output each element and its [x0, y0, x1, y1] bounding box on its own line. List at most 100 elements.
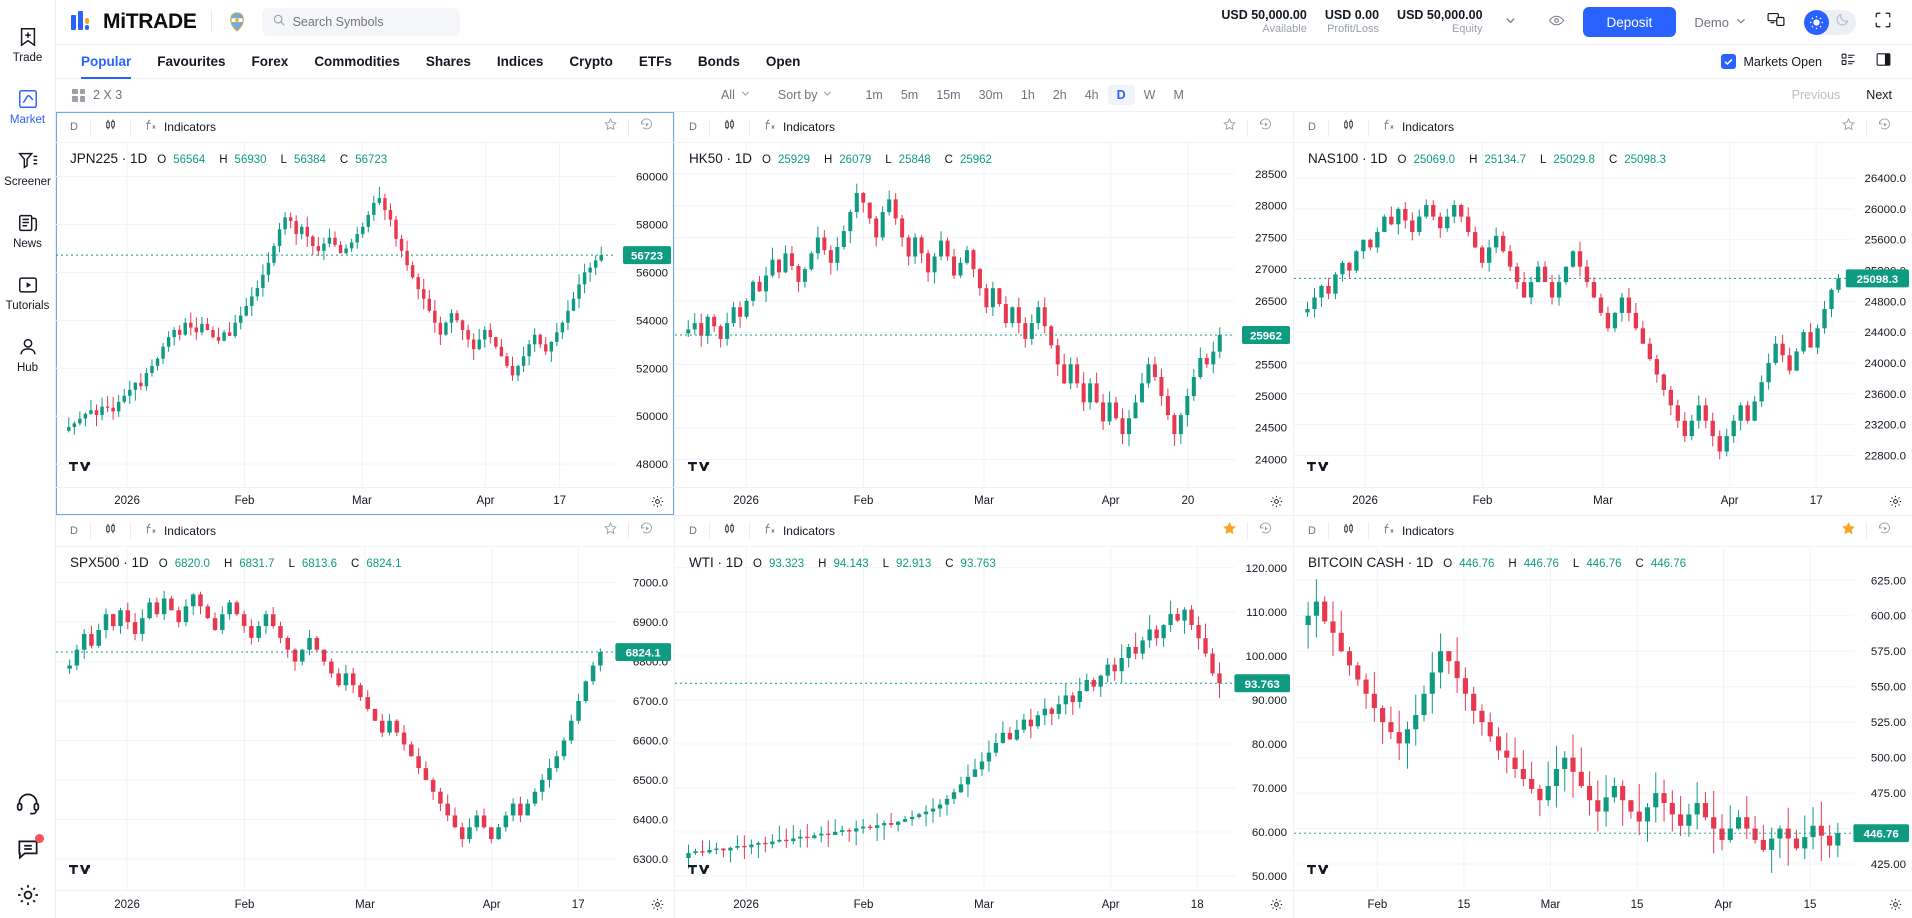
chart-body[interactable]: BITCOIN CASH · 1D O 446.76 H 446.76 L 446.76 C 4… [1294, 546, 1912, 890]
favourite-star-icon[interactable] [1212, 521, 1247, 541]
theme-toggle[interactable] [1804, 9, 1856, 35]
chart-canvas[interactable]: 60000 58000 56000 54000 52000 50000 48000 56723 [56, 143, 674, 487]
favourite-star-icon[interactable] [1831, 521, 1866, 541]
timeframe-4h[interactable]: 4h [1084, 88, 1099, 102]
panel-timeframe-button[interactable]: D [1308, 121, 1316, 133]
support-button[interactable] [15, 790, 41, 816]
chart-type-button[interactable] [91, 521, 130, 541]
settings-button[interactable] [15, 882, 41, 908]
indicators-button[interactable]: Indicators [131, 521, 228, 541]
chart-panel-jpn225[interactable]: D Indicators JPN225 · 1D O 56564 H 56930 L 56384… [56, 112, 674, 515]
argentina-flag-icon[interactable] [226, 11, 248, 33]
replay-icon[interactable] [1248, 117, 1283, 137]
timeframe-1m[interactable]: 1m [865, 88, 883, 102]
tradingview-logo[interactable] [69, 862, 92, 882]
tab-etfs[interactable]: ETFs [638, 53, 672, 69]
replay-icon[interactable] [1867, 521, 1902, 541]
favourite-star-icon[interactable] [1212, 117, 1247, 137]
timeframe-d[interactable]: D [1107, 85, 1135, 105]
favourite-star-icon[interactable] [593, 117, 628, 137]
chart-settings-gear-icon[interactable] [650, 494, 665, 514]
search-input[interactable] [292, 15, 450, 29]
tradingview-logo[interactable] [1307, 862, 1330, 882]
chart-canvas[interactable]: 7000.0 6900.0 6800.0 6700.0 6600.0 6500.0 6400… [56, 546, 674, 890]
chart-canvas[interactable]: 120.000 110.000 100.000 90.000 80.000 70.000 6… [675, 546, 1293, 890]
tab-indices[interactable]: Indices [496, 53, 544, 69]
chart-type-button[interactable] [710, 117, 749, 137]
chart-type-button[interactable] [91, 117, 130, 137]
chart-body[interactable]: JPN225 · 1D O 56564 H 56930 L 56384 C 56723 60000… [56, 143, 674, 487]
panel-timeframe-button[interactable]: D [70, 121, 78, 133]
tradingview-logo[interactable] [688, 459, 711, 479]
timeframe-1h[interactable]: 1h [1020, 88, 1035, 102]
timeframe-30m[interactable]: 30m [978, 88, 1003, 102]
chart-body[interactable]: SPX500 · 1D O 6820.0 H 6831.7 L 6813.6 C 6824.1 7… [56, 546, 674, 890]
tab-shares[interactable]: Shares [425, 53, 471, 69]
tab-commodities[interactable]: Commodities [314, 53, 400, 69]
devices-icon[interactable] [1766, 10, 1786, 34]
favourite-star-icon[interactable] [1831, 117, 1866, 137]
search-symbols-box[interactable] [261, 8, 460, 36]
sidebar-item-tutorials[interactable]: Tutorials [0, 262, 55, 324]
timeframe-w[interactable]: W [1143, 88, 1156, 102]
sidebar-item-news[interactable]: News [0, 200, 55, 262]
chart-panel-hk50[interactable]: D Indicators HK50 · 1D O 25929 H 26079 L 25848 C 2… [675, 112, 1293, 515]
timeframe-15m[interactable]: 15m [936, 88, 961, 102]
tab-popular[interactable]: Popular [68, 45, 144, 79]
chart-settings-gear-icon[interactable] [1888, 897, 1903, 917]
chart-settings-gear-icon[interactable] [1269, 897, 1284, 917]
chart-body[interactable]: WTI · 1D O 93.323 H 94.143 L 92.913 C 93.763 120.… [675, 546, 1293, 890]
indicators-button[interactable]: Indicators [131, 117, 228, 137]
panel-layout-icon[interactable] [1875, 51, 1892, 73]
chat-button[interactable] [15, 834, 44, 862]
tab-crypto[interactable]: Crypto [569, 53, 613, 69]
sidebar-item-trade[interactable]: Trade [0, 14, 55, 76]
indicators-button[interactable]: Indicators [1369, 117, 1466, 137]
panel-timeframe-button[interactable]: D [689, 524, 697, 537]
list-view-icon[interactable] [1840, 51, 1857, 73]
replay-icon[interactable] [629, 521, 664, 541]
sidebar-item-hub[interactable]: Hub [0, 324, 55, 386]
panel-timeframe-button[interactable]: D [70, 524, 78, 537]
chart-settings-gear-icon[interactable] [1269, 494, 1284, 514]
eye-icon[interactable] [1548, 12, 1565, 34]
replay-icon[interactable] [629, 117, 664, 137]
chart-canvas[interactable]: 625.00 600.00 575.00 550.00 525.00 500.00 475.… [1294, 546, 1912, 890]
indicators-button[interactable]: Indicators [750, 521, 847, 541]
timeframe-5m[interactable]: 5m [900, 88, 919, 102]
sidebar-item-market[interactable]: Market [0, 76, 55, 138]
chart-canvas[interactable]: 26400.026000.025600.025200.024800.024400… [1294, 143, 1912, 487]
account-chevron-down-icon[interactable] [1503, 13, 1518, 33]
indicators-button[interactable]: Indicators [750, 117, 847, 137]
sort-dropdown[interactable]: Sort by [778, 87, 835, 103]
brand-logo[interactable]: MiTRADE [70, 10, 197, 34]
timeframe-2h[interactable]: 2h [1052, 88, 1067, 102]
chart-panel-bitcoin-cash[interactable]: D Indicators BITCOIN CASH · 1D O 446.76 H 446.… [1294, 515, 1912, 918]
replay-icon[interactable] [1248, 521, 1283, 541]
sidebar-item-screener[interactable]: Screener [0, 138, 55, 200]
previous-button[interactable]: Previous [1791, 88, 1841, 102]
deposit-button[interactable]: Deposit [1582, 7, 1677, 37]
chart-type-button[interactable] [1329, 117, 1368, 137]
chart-panel-spx500[interactable]: D Indicators SPX500 · 1D O 6820.0 H 6831.7 L 681… [56, 515, 674, 918]
tab-favourites[interactable]: Favourites [157, 53, 226, 69]
favourite-star-icon[interactable] [593, 521, 628, 541]
tab-bonds[interactable]: Bonds [697, 53, 740, 69]
chart-type-button[interactable] [710, 521, 749, 541]
chart-body[interactable]: NAS100 · 1D O 25069.0 H 25134.7 L 25029.8 C 2509… [1294, 143, 1912, 487]
next-button[interactable]: Next [1866, 88, 1892, 102]
panel-timeframe-button[interactable]: D [689, 121, 697, 133]
account-mode-selector[interactable]: Demo [1694, 14, 1748, 31]
filter-dropdown[interactable]: All [721, 87, 752, 103]
tradingview-logo[interactable] [69, 459, 92, 479]
chart-type-button[interactable] [1329, 521, 1368, 541]
replay-icon[interactable] [1867, 117, 1902, 137]
panel-timeframe-button[interactable]: D [1308, 524, 1316, 537]
grid-layout-selector[interactable]: 2 X 3 [72, 88, 122, 102]
chart-body[interactable]: HK50 · 1D O 25929 H 26079 L 25848 C 25962 28500 28… [675, 143, 1293, 487]
tradingview-logo[interactable] [688, 862, 711, 882]
tab-open[interactable]: Open [765, 53, 801, 69]
markets-open-checkbox[interactable]: Markets Open [1721, 54, 1822, 69]
indicators-button[interactable]: Indicators [1369, 521, 1466, 541]
tab-forex[interactable]: Forex [251, 53, 289, 69]
